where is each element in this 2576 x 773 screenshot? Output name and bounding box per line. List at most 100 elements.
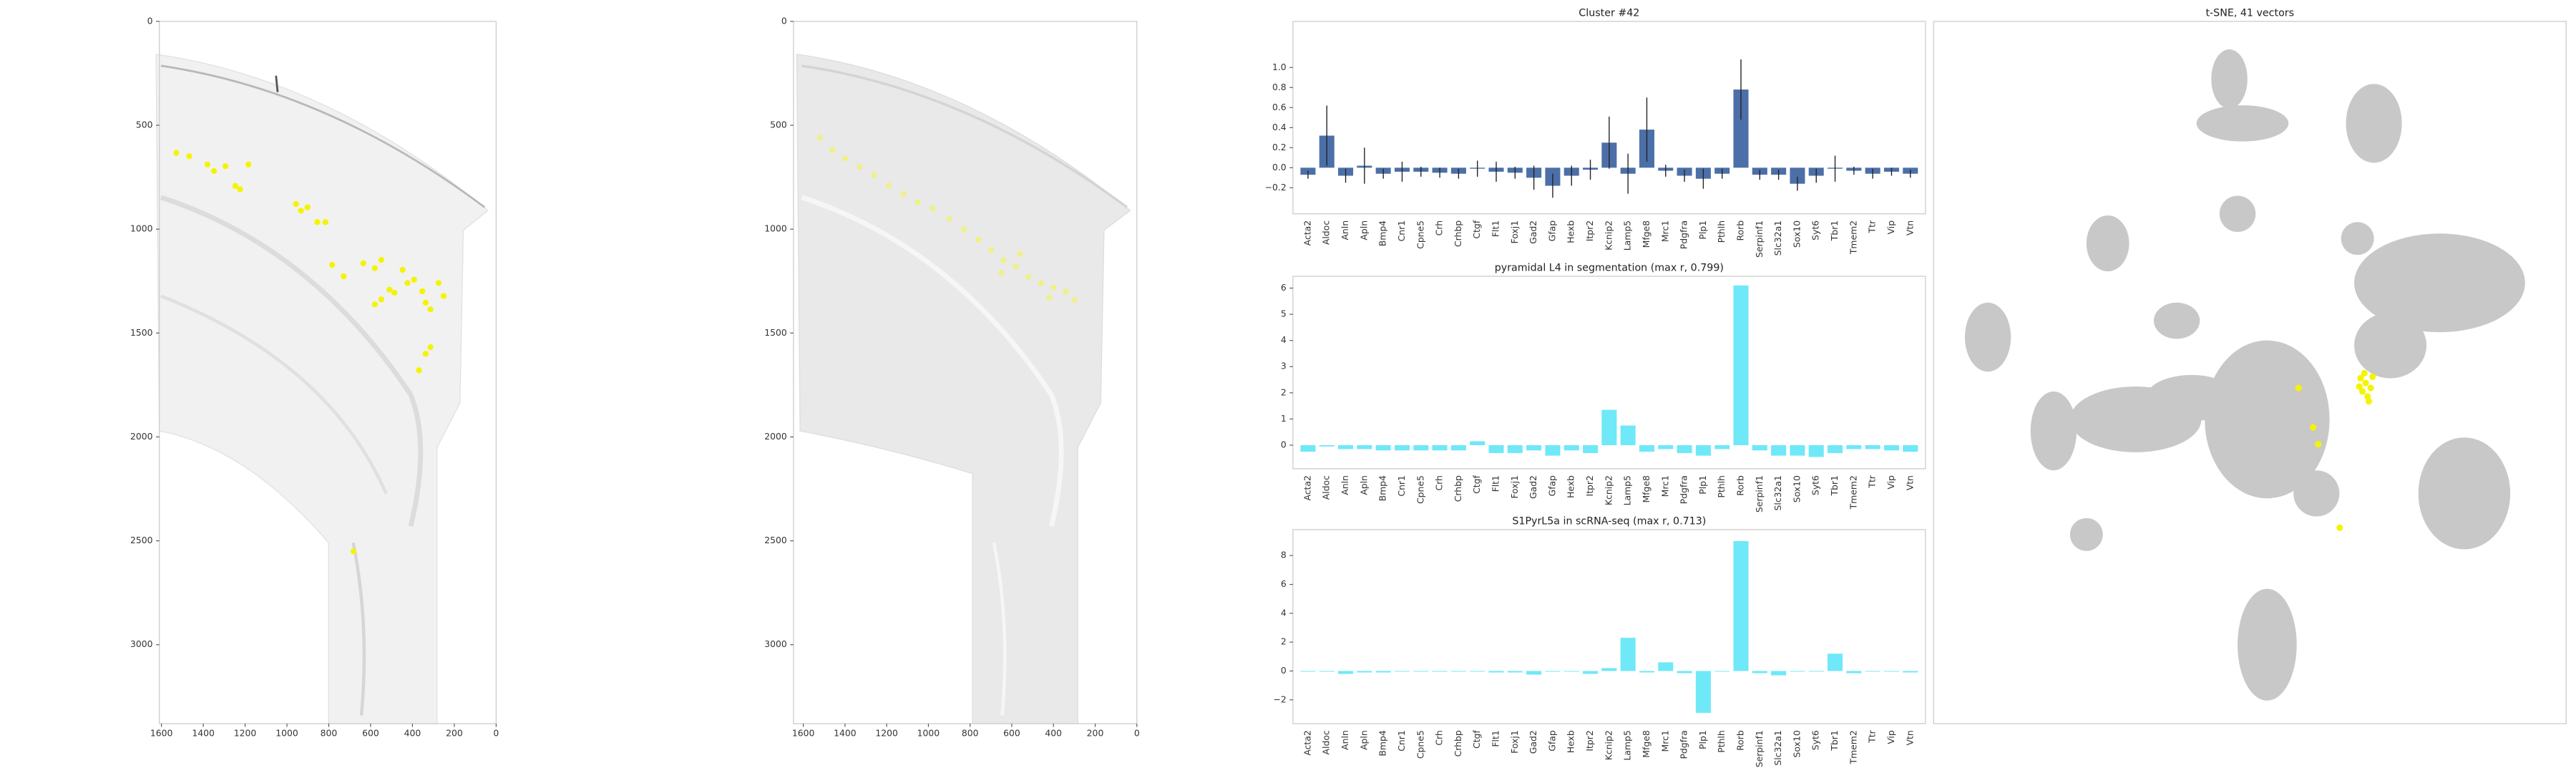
x-tick-label: Slc32a1 xyxy=(1772,220,1783,256)
bar xyxy=(1771,444,1787,456)
bar xyxy=(1526,671,1542,675)
point xyxy=(1038,280,1044,286)
point xyxy=(960,226,967,233)
bar xyxy=(1752,444,1767,451)
point xyxy=(245,161,252,168)
bar xyxy=(1733,541,1749,671)
point xyxy=(378,296,385,303)
x-tick-label: Foxj1 xyxy=(1509,475,1520,499)
point xyxy=(946,215,952,222)
x-tick-label: Gfap xyxy=(1546,220,1557,242)
point xyxy=(204,161,211,168)
plot-frame xyxy=(1292,276,1926,470)
bar xyxy=(1583,444,1599,453)
bar xyxy=(1357,444,1372,449)
bar xyxy=(1601,668,1617,671)
y-tick-label: 1500 xyxy=(130,327,153,338)
point xyxy=(419,288,426,295)
tsne-background-points xyxy=(1964,49,2525,701)
point xyxy=(386,286,393,293)
bar xyxy=(1714,444,1730,449)
x-tick-label: Crhbp xyxy=(1453,475,1463,502)
bar xyxy=(1733,285,1749,445)
bar xyxy=(1413,444,1429,451)
point xyxy=(998,269,1005,276)
point xyxy=(2362,379,2369,386)
point xyxy=(222,163,229,170)
bar xyxy=(1733,89,1749,168)
bar xyxy=(1695,671,1711,713)
bar xyxy=(1808,444,1824,457)
x-tick-label: Flt1 xyxy=(1491,220,1501,237)
x-tick-label: Apln xyxy=(1358,730,1369,750)
bar xyxy=(1507,444,1523,453)
bar xyxy=(1752,671,1767,674)
x-tick-label: Vtn xyxy=(1904,475,1915,490)
x-tick-label: Vip xyxy=(1885,730,1896,744)
x-tick-label: Bmp4 xyxy=(1377,730,1388,756)
point xyxy=(173,150,180,156)
point xyxy=(2295,384,2302,392)
plot-frame xyxy=(793,21,1138,724)
bar xyxy=(1658,662,1674,671)
x-tick-label: 200 xyxy=(1087,727,1104,738)
x-tick-label: Mrc1 xyxy=(1659,730,1670,752)
x-tick-label: Serpinf1 xyxy=(1754,730,1765,767)
x-tick-label: Pthlh xyxy=(1716,730,1727,752)
x-tick-label: Mfge8 xyxy=(1641,730,1652,758)
x-tick-label: Hexb xyxy=(1566,475,1576,498)
bar xyxy=(1620,425,1636,445)
tissue-image-right xyxy=(796,54,1131,724)
x-tick-label: Aldoc xyxy=(1321,220,1332,245)
x-tick-label: Mfge8 xyxy=(1641,220,1652,248)
x-tick-label: Pdgfra xyxy=(1679,730,1689,759)
y-tick-label: −0.2 xyxy=(1265,182,1287,193)
point xyxy=(1046,294,1053,301)
bar xyxy=(1658,444,1674,449)
point xyxy=(440,293,447,299)
bar xyxy=(1828,444,1843,453)
point xyxy=(1000,257,1007,263)
point xyxy=(329,261,336,268)
x-tick-label: Cpne5 xyxy=(1415,475,1425,504)
y-tick-label: 2500 xyxy=(130,535,153,545)
y-tick-label: 500 xyxy=(136,120,153,130)
point xyxy=(411,276,417,283)
x-tick-label: Sox10 xyxy=(1791,730,1802,757)
point xyxy=(314,219,321,225)
point xyxy=(232,183,238,189)
x-tick-label: Apln xyxy=(1358,220,1369,240)
bar xyxy=(1790,444,1805,456)
bar xyxy=(1639,671,1654,673)
chart-title: t-SNE, 41 vectors xyxy=(2205,7,2294,19)
point xyxy=(2365,398,2373,405)
x-tick-label: Ctgf xyxy=(1471,730,1482,749)
y-tick-label: 1 xyxy=(1281,413,1287,424)
x-tick-label: Ctgf xyxy=(1471,475,1482,493)
point xyxy=(1025,273,1032,281)
x-tick-label: Tmem2 xyxy=(1848,475,1858,510)
point xyxy=(2310,424,2317,431)
x-tick-label: Vip xyxy=(1885,220,1896,235)
point xyxy=(435,280,442,286)
x-tick-label: Mrc1 xyxy=(1659,220,1670,242)
x-tick-label: Crh xyxy=(1434,730,1445,745)
x-tick-label: Kcnip2 xyxy=(1603,220,1614,251)
bar xyxy=(1846,444,1862,449)
x-tick-label: Serpinf1 xyxy=(1754,475,1765,512)
bar xyxy=(1846,671,1862,674)
point xyxy=(885,183,892,189)
point xyxy=(2336,524,2343,531)
x-tick-label: Aldoc xyxy=(1321,730,1332,754)
bar xyxy=(1639,444,1654,452)
point xyxy=(930,205,936,212)
point xyxy=(829,147,836,153)
y-tick-label: 0 xyxy=(1281,665,1287,676)
x-tick-label: 1000 xyxy=(917,727,940,738)
bar xyxy=(1828,653,1843,671)
x-tick-label: Gad2 xyxy=(1528,730,1538,754)
x-tick-label: Cpne5 xyxy=(1415,220,1425,249)
y-tick-label: 0 xyxy=(147,15,153,26)
y-tick-label: 1000 xyxy=(764,223,787,234)
